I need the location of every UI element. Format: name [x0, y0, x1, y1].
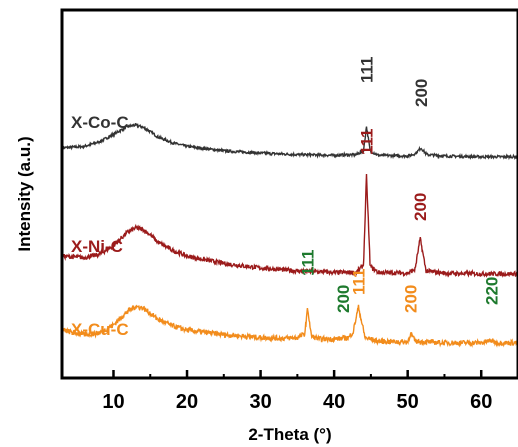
series-label-x-cu-c: X-Cu-C [71, 320, 129, 339]
series-line-x-ni-c [61, 173, 518, 278]
series-label-x-ni-c: X-Ni-C [71, 237, 123, 256]
peak-label-x-cu-c-200: 200 [402, 285, 421, 313]
series-line-x-cu-c [61, 304, 518, 348]
x-tick-label-40: 40 [323, 391, 345, 413]
x-tick-label-50: 50 [397, 391, 419, 413]
annotations-layer: X-Co-CX-Ni-CX-Cu-C1112001112001112001112… [71, 57, 502, 340]
peak-label-x-ni-c-111: 111 [358, 129, 377, 156]
x-tick-label-30: 30 [249, 391, 271, 413]
peak-label-x-cu-c-220: 220 [483, 277, 502, 305]
peak-label-x-cu-c-111: 111 [349, 269, 368, 296]
series-line-x-co-c [61, 122, 518, 161]
plot-frame [60, 8, 518, 380]
x-axis-title: 2-Theta (°) [248, 425, 331, 444]
series-layer [61, 122, 518, 348]
peak-label-x-ni-c-200: 200 [411, 193, 430, 221]
x-tick-label-10: 10 [102, 391, 124, 413]
x-ticks: 10 20 30 40 50 60 [102, 370, 492, 413]
series-label-x-co-c: X-Co-C [71, 113, 129, 132]
peak-label-x-cu-c-111: 111 [299, 250, 318, 277]
peak-label-x-co-c-111: 111 [358, 57, 377, 84]
peak-label-x-cu-c-200: 200 [334, 285, 353, 313]
x-tick-label-20: 20 [176, 391, 198, 413]
peak-label-x-co-c-200: 200 [412, 79, 431, 107]
x-tick-label-60: 60 [470, 391, 492, 413]
y-axis-title: Intensity (a.u.) [15, 136, 34, 251]
